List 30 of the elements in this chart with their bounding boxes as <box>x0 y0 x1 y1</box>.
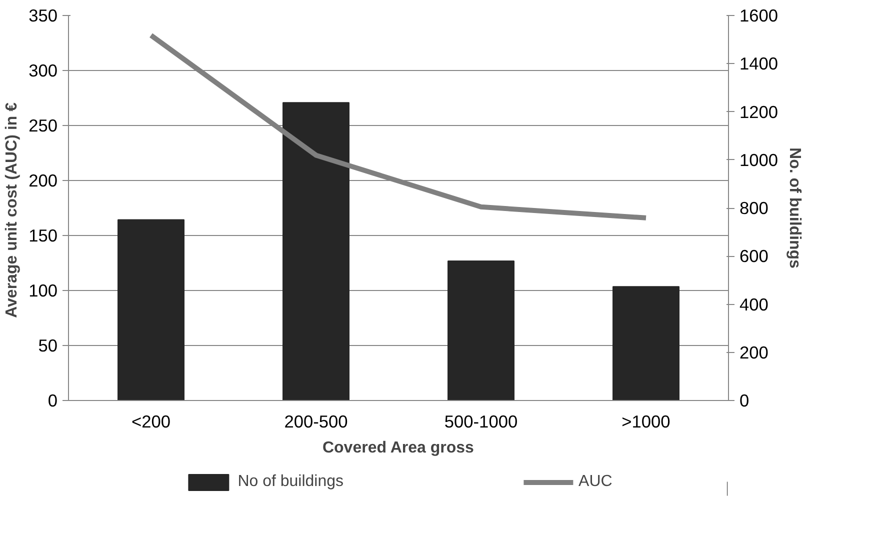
y-tick-label: 150 <box>28 226 58 246</box>
y-tick-label: 100 <box>28 280 58 300</box>
x-axis-title: Covered Area gross <box>322 440 474 456</box>
y-tick-label: 350 <box>28 6 58 26</box>
y-axis-title: Average unit cost (AUC) in € <box>4 102 21 318</box>
y-tick-label: 250 <box>28 116 58 136</box>
bar <box>118 219 184 400</box>
bar <box>448 260 514 400</box>
x-tick-label: 500-1000 <box>444 412 518 432</box>
bar <box>282 102 350 400</box>
y-tick-label: 300 <box>28 60 58 80</box>
y2-tick-label: 400 <box>740 294 768 314</box>
y2-axis-title: No. of buildings <box>786 148 804 269</box>
y-tick-label: 200 <box>28 170 58 190</box>
legend-label: AUC <box>578 472 612 490</box>
y-tick-label: 50 <box>38 336 58 356</box>
legend-label: No of buildings <box>238 472 344 490</box>
y2-tick-label: 1000 <box>740 150 778 170</box>
y-tick-label: 0 <box>48 390 58 410</box>
y2-tick-label: 1400 <box>740 54 778 74</box>
y2-tick-label: 600 <box>740 246 768 266</box>
y2-tick-label: 800 <box>740 198 768 218</box>
x-tick-label: >1000 <box>622 412 670 432</box>
x-tick-label: <200 <box>131 412 171 432</box>
y2-tick-label: 1200 <box>740 102 778 122</box>
y2-tick-label: 0 <box>740 390 750 410</box>
y2-tick-label: 1600 <box>740 6 778 26</box>
bar <box>612 286 680 400</box>
y2-tick-label: 200 <box>740 342 768 362</box>
x-tick-label: 200-500 <box>284 412 348 432</box>
